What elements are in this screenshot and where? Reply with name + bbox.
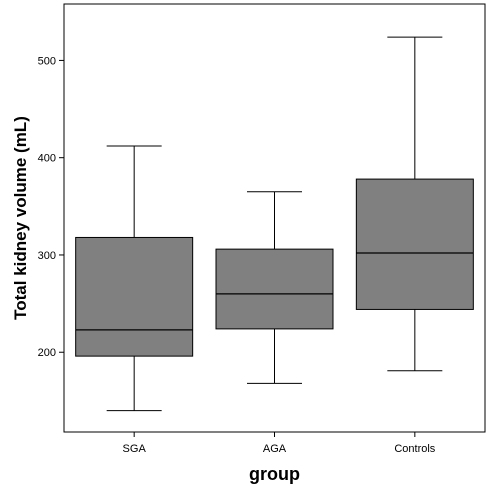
iqr-box [355, 178, 474, 310]
y-axis: 200 300 400 500 [38, 55, 64, 359]
box-aga [215, 191, 334, 384]
x-tick-label: Controls [394, 443, 435, 455]
x-axis-title: group [249, 464, 300, 484]
box-sga [75, 145, 194, 412]
box-controls [355, 36, 474, 372]
x-axis: SGA AGA Controls [123, 432, 436, 455]
boxes-group [75, 36, 474, 412]
y-axis-title: Total kidney volume (mL) [11, 116, 30, 320]
y-tick-label: 400 [38, 153, 56, 165]
iqr-box [215, 248, 334, 330]
x-tick-label: SGA [123, 443, 147, 455]
y-tick-label: 200 [38, 347, 56, 359]
iqr-box [75, 236, 194, 357]
y-tick-label: 500 [38, 55, 56, 67]
y-tick-label: 300 [38, 250, 56, 262]
x-tick-label: AGA [263, 443, 287, 455]
